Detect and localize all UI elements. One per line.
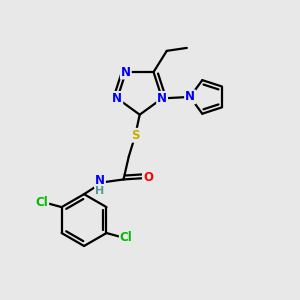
Text: N: N bbox=[185, 90, 195, 104]
Text: O: O bbox=[143, 172, 153, 184]
Text: Cl: Cl bbox=[35, 196, 48, 209]
Text: N: N bbox=[112, 92, 122, 105]
Text: N: N bbox=[95, 174, 105, 188]
Text: H: H bbox=[95, 186, 105, 196]
Text: S: S bbox=[131, 129, 140, 142]
Text: Cl: Cl bbox=[120, 231, 133, 244]
Text: N: N bbox=[121, 66, 131, 79]
Text: N: N bbox=[157, 92, 167, 105]
